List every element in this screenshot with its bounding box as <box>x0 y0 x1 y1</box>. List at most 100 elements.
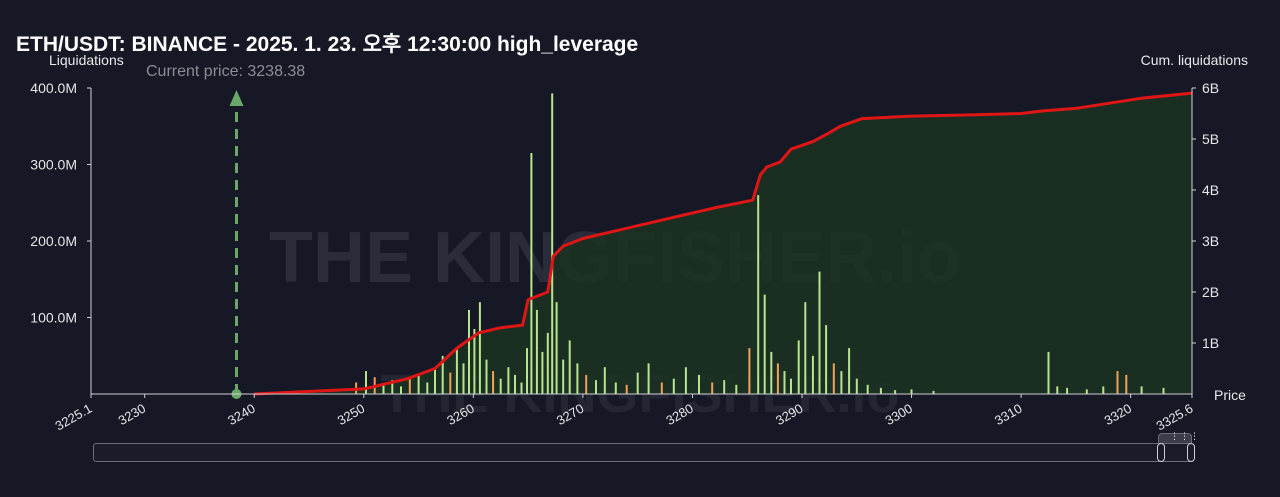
liquidation-bar <box>1140 386 1143 394</box>
liquidation-bar <box>535 309 538 394</box>
liquidation-bar <box>770 351 773 394</box>
liquidation-bar <box>748 348 751 394</box>
liquidation-bar <box>711 382 714 394</box>
liquidation-bar <box>514 374 516 394</box>
liquidation-bar <box>866 384 869 394</box>
liquidation-bar <box>735 384 738 394</box>
liquidation-bar <box>757 195 760 394</box>
liquidation-bar <box>879 387 882 394</box>
liquidation-bar <box>520 382 523 394</box>
liquidation-bar <box>426 382 429 394</box>
liquidation-bar <box>478 302 481 394</box>
liquidation-bar <box>391 380 394 394</box>
liquidation-bar <box>1047 351 1050 394</box>
x-tick-label: 3320 <box>1102 401 1135 428</box>
range-slider-grip[interactable] <box>1158 433 1192 443</box>
liquidation-bar <box>660 382 663 394</box>
liquidation-bar <box>647 363 650 394</box>
liquidation-bar <box>698 374 700 394</box>
range-slider-left-handle[interactable] <box>1157 443 1165 462</box>
current-price-arrow-icon <box>229 90 244 106</box>
liquidation-bar <box>408 378 411 394</box>
liquidation-bar <box>1066 387 1069 394</box>
y-tick-label: 100.0M <box>30 310 77 326</box>
liquidation-bar <box>551 93 554 395</box>
range-slider-right-handle[interactable] <box>1187 443 1195 462</box>
liquidation-bar <box>526 348 528 394</box>
liquidation-bar <box>595 380 597 394</box>
current-price-label: Current price: 3238.38 <box>146 63 306 80</box>
y-axis-label: Liquidations <box>49 52 124 68</box>
y2-tick-label: 6B <box>1202 80 1219 96</box>
liquidation-bar <box>832 363 835 394</box>
liquidation-bar <box>932 390 935 394</box>
liquidation-bar <box>434 367 436 394</box>
liquidation-bar <box>546 332 549 394</box>
y-tick-label: 300.0M <box>30 157 77 173</box>
liquidation-bar <box>555 302 558 394</box>
x-axis-label: Price <box>1214 387 1246 403</box>
x-tick-label: 3310 <box>992 401 1025 428</box>
liquidation-bar <box>804 302 807 394</box>
liquidation-bar <box>1116 371 1119 394</box>
cum-liquidations-area <box>254 93 1192 394</box>
liquidation-bar <box>763 294 766 394</box>
liquidation-bar <box>1085 389 1088 394</box>
liquidation-bar <box>462 363 465 394</box>
liquidation-bar <box>636 372 639 394</box>
liquidation-bar <box>562 359 565 394</box>
liquidation-bar <box>840 371 843 394</box>
liquidation-bar <box>468 309 470 394</box>
y-tick-label: 400.0M <box>30 80 77 96</box>
liquidation-bar <box>723 380 726 394</box>
liquidation-bar <box>441 355 444 395</box>
chart-title: ETH/USDT: BINANCE - 2025. 1. 23. 오후 12:3… <box>16 33 639 56</box>
liquidation-bars <box>355 93 1165 395</box>
liquidation-bar <box>1056 386 1059 394</box>
liquidation-bar <box>910 389 913 394</box>
liquidation-bar <box>449 372 452 394</box>
x-tick-label: 3240 <box>225 401 258 428</box>
liquidation-bar <box>1125 374 1128 394</box>
y2-axis-label: Cum. liquidations <box>1140 52 1248 68</box>
cum-liquidations-line <box>254 91 1193 396</box>
liquidation-bar <box>1162 387 1165 394</box>
liquidation-bar <box>585 374 588 394</box>
liquidation-bar <box>684 367 687 394</box>
liquidation-bar <box>400 386 402 394</box>
liquidation-bar <box>818 271 821 394</box>
liquidation-bar <box>485 359 488 394</box>
current-price-marker <box>229 90 244 399</box>
liquidation-bar <box>417 374 420 394</box>
liquidation-bar <box>855 378 858 394</box>
liquidation-bar <box>365 371 367 394</box>
y-tick-label: 200.0M <box>30 233 77 249</box>
x-tick-label: 3225.1 <box>53 401 95 434</box>
liquidation-bar <box>625 384 628 394</box>
range-slider-track[interactable] <box>93 443 1193 462</box>
y2-tick-label: 2B <box>1202 284 1219 300</box>
liquidation-bar <box>382 384 385 394</box>
x-tick-label: 3250 <box>335 401 368 428</box>
y2-tick-label: 4B <box>1202 182 1219 198</box>
liquidation-bar <box>530 153 533 394</box>
liquidation-bar <box>797 340 800 394</box>
y2-tick-label: 5B <box>1202 131 1219 147</box>
liquidation-bar <box>894 390 897 394</box>
y2-tick-label: 1B <box>1202 335 1219 351</box>
x-tick-label: 3230 <box>116 401 149 428</box>
liquidation-bar <box>672 378 675 394</box>
liquidation-bar <box>783 371 786 394</box>
liquidation-bar <box>492 371 495 394</box>
liquidation-bar <box>473 329 476 394</box>
liquidation-bar <box>790 378 792 394</box>
liquidation-bar <box>576 363 579 394</box>
x-tick-label: 3325.6 <box>1154 401 1196 434</box>
liquidation-bar <box>603 367 606 394</box>
liquidation-bar <box>825 325 828 394</box>
liquidation-bar <box>455 348 458 394</box>
cum-area-fill <box>254 93 1192 394</box>
liquidation-bar <box>811 355 814 395</box>
liquidation-bar <box>848 348 851 394</box>
